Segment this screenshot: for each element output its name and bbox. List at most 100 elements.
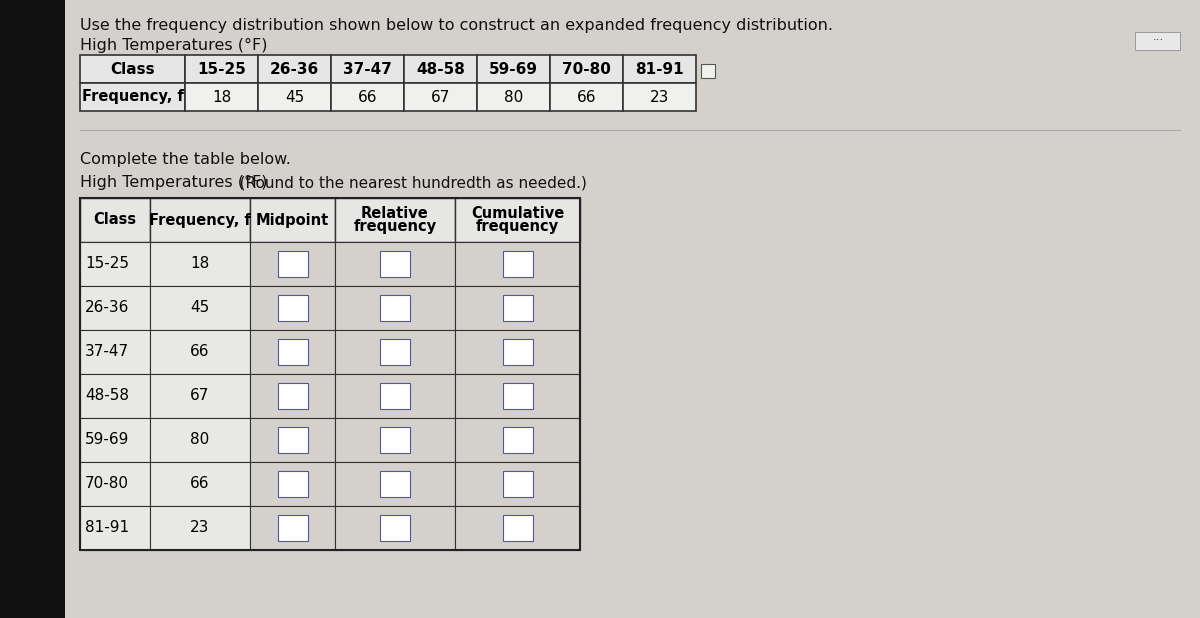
Text: Cumulative: Cumulative bbox=[470, 206, 564, 221]
Bar bbox=[335, 418, 455, 462]
Bar bbox=[277, 295, 307, 321]
Bar bbox=[380, 251, 410, 277]
Bar bbox=[80, 242, 150, 286]
Bar bbox=[623, 55, 696, 83]
Text: 26-36: 26-36 bbox=[270, 62, 319, 77]
Bar bbox=[277, 251, 307, 277]
Text: 48-58: 48-58 bbox=[85, 389, 130, 404]
Bar bbox=[150, 418, 250, 462]
Text: 66: 66 bbox=[358, 90, 377, 104]
Bar bbox=[503, 383, 533, 409]
Bar bbox=[80, 55, 185, 83]
Bar bbox=[150, 462, 250, 506]
Text: Midpoint: Midpoint bbox=[256, 213, 329, 227]
Text: 70-80: 70-80 bbox=[562, 62, 611, 77]
Bar bbox=[335, 506, 455, 550]
Bar bbox=[335, 242, 455, 286]
Bar bbox=[455, 374, 580, 418]
Bar bbox=[150, 242, 250, 286]
Bar bbox=[250, 506, 335, 550]
Text: 81-91: 81-91 bbox=[635, 62, 684, 77]
Bar bbox=[80, 418, 150, 462]
Bar bbox=[335, 286, 455, 330]
Bar bbox=[185, 83, 258, 111]
Text: 18: 18 bbox=[191, 256, 210, 271]
Text: 18: 18 bbox=[212, 90, 232, 104]
Bar bbox=[277, 427, 307, 453]
Bar bbox=[404, 83, 478, 111]
Text: 37-47: 37-47 bbox=[85, 344, 130, 360]
Text: frequency: frequency bbox=[354, 219, 437, 234]
Bar bbox=[250, 374, 335, 418]
Bar bbox=[380, 515, 410, 541]
Bar bbox=[150, 374, 250, 418]
Bar bbox=[150, 506, 250, 550]
Text: 66: 66 bbox=[191, 476, 210, 491]
Bar bbox=[380, 295, 410, 321]
Bar bbox=[258, 83, 331, 111]
Bar bbox=[80, 83, 185, 111]
Bar bbox=[478, 55, 550, 83]
Bar bbox=[335, 374, 455, 418]
Text: 59-69: 59-69 bbox=[490, 62, 538, 77]
Bar bbox=[404, 55, 478, 83]
Bar bbox=[331, 83, 404, 111]
Text: 15-25: 15-25 bbox=[197, 62, 246, 77]
Text: 37-47: 37-47 bbox=[343, 62, 392, 77]
Bar bbox=[250, 462, 335, 506]
Bar bbox=[455, 462, 580, 506]
Bar bbox=[250, 198, 335, 242]
Bar bbox=[150, 330, 250, 374]
Text: 48-58: 48-58 bbox=[416, 62, 464, 77]
Text: 15-25: 15-25 bbox=[85, 256, 130, 271]
Bar bbox=[503, 427, 533, 453]
Bar bbox=[277, 515, 307, 541]
Text: 45: 45 bbox=[284, 90, 304, 104]
Bar bbox=[380, 471, 410, 497]
Bar bbox=[478, 83, 550, 111]
Bar bbox=[380, 427, 410, 453]
Bar bbox=[250, 242, 335, 286]
Text: ···: ··· bbox=[1152, 35, 1164, 48]
Text: Class: Class bbox=[110, 62, 155, 77]
Text: 67: 67 bbox=[191, 389, 210, 404]
Text: Use the frequency distribution shown below to construct an expanded frequency di: Use the frequency distribution shown bel… bbox=[80, 18, 833, 33]
Bar bbox=[277, 339, 307, 365]
Bar bbox=[150, 198, 250, 242]
Text: 59-69: 59-69 bbox=[85, 433, 130, 447]
Bar bbox=[503, 471, 533, 497]
Bar bbox=[1135, 32, 1180, 50]
Bar bbox=[550, 83, 623, 111]
Bar bbox=[150, 286, 250, 330]
Text: 26-36: 26-36 bbox=[85, 300, 130, 316]
Bar bbox=[455, 506, 580, 550]
Bar bbox=[455, 286, 580, 330]
Bar bbox=[80, 330, 150, 374]
Text: Complete the table below.: Complete the table below. bbox=[80, 152, 290, 167]
Bar bbox=[80, 198, 580, 550]
Bar bbox=[80, 506, 150, 550]
Text: 66: 66 bbox=[577, 90, 596, 104]
Bar bbox=[335, 330, 455, 374]
Bar bbox=[250, 330, 335, 374]
Bar bbox=[185, 55, 258, 83]
Bar bbox=[0, 0, 65, 618]
Bar bbox=[623, 83, 696, 111]
Bar bbox=[701, 64, 715, 78]
Bar bbox=[455, 198, 580, 242]
Bar bbox=[258, 55, 331, 83]
Text: Relative: Relative bbox=[361, 206, 428, 221]
Bar bbox=[380, 339, 410, 365]
Bar bbox=[250, 418, 335, 462]
Bar bbox=[455, 330, 580, 374]
Bar bbox=[80, 462, 150, 506]
Bar bbox=[277, 471, 307, 497]
Text: (Round to the nearest hundredth as needed.): (Round to the nearest hundredth as neede… bbox=[226, 175, 587, 190]
Bar bbox=[80, 374, 150, 418]
Bar bbox=[455, 418, 580, 462]
Text: 80: 80 bbox=[191, 433, 210, 447]
Bar bbox=[503, 515, 533, 541]
Bar bbox=[503, 339, 533, 365]
Bar bbox=[250, 286, 335, 330]
Bar bbox=[80, 286, 150, 330]
